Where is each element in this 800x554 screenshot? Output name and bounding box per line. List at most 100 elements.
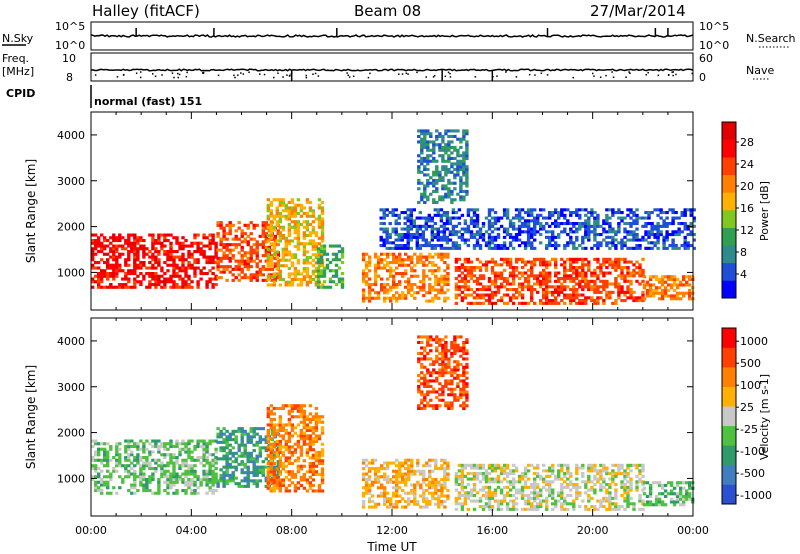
power-cell xyxy=(463,238,468,242)
power-cell xyxy=(190,252,194,256)
power-cell xyxy=(422,288,426,292)
power-cell xyxy=(314,242,319,246)
velocity-cell xyxy=(246,451,250,455)
velocity-cell xyxy=(133,456,137,460)
nave-dot xyxy=(312,73,314,75)
power-cell xyxy=(520,271,525,275)
power-cell xyxy=(214,274,218,278)
power-cell xyxy=(175,285,179,289)
power-cell xyxy=(584,235,588,239)
power-cell xyxy=(533,224,537,228)
power-cell xyxy=(290,277,295,281)
velocity-cell xyxy=(520,488,525,492)
velocity-cell xyxy=(275,448,279,452)
power-cell xyxy=(666,288,671,292)
power-cell xyxy=(590,224,594,228)
velocity-cell xyxy=(314,439,319,443)
velocity-cell xyxy=(91,478,95,482)
power-cell xyxy=(391,211,395,215)
power-cell xyxy=(422,274,426,278)
velocity-cell xyxy=(320,459,325,463)
velocity-cell xyxy=(184,480,188,484)
velocity-cell xyxy=(526,507,531,511)
velocity-cell xyxy=(386,464,390,468)
power-cell xyxy=(420,140,424,144)
power-cell xyxy=(305,266,310,270)
velocity-cell xyxy=(187,467,191,471)
power-cell xyxy=(293,228,298,232)
power-cell xyxy=(688,294,692,298)
velocity-cell xyxy=(139,439,143,443)
velocity-cell xyxy=(293,472,298,476)
velocity-cell xyxy=(190,458,194,462)
velocity-cell xyxy=(511,502,516,506)
power-cell xyxy=(475,213,480,217)
velocity-cell xyxy=(401,472,405,476)
velocity-cell xyxy=(278,428,282,432)
velocity-cell xyxy=(364,472,369,476)
velocity-cell xyxy=(240,454,244,458)
power-cell xyxy=(505,279,510,283)
power-cell xyxy=(530,235,534,239)
power-cell xyxy=(659,211,663,215)
velocity-cell xyxy=(496,480,501,484)
power-cell xyxy=(533,219,537,223)
power-cell xyxy=(287,258,292,262)
power-cell xyxy=(432,189,436,193)
power-cell xyxy=(325,258,330,262)
velocity-cell xyxy=(278,406,282,410)
power-cell xyxy=(118,283,122,287)
velocity-cell xyxy=(389,502,393,506)
power-cell xyxy=(420,159,424,163)
power-cell xyxy=(133,236,137,240)
velocity-cell xyxy=(157,483,161,487)
velocity-cell xyxy=(514,480,519,484)
power-cell xyxy=(431,263,435,267)
velocity-cell xyxy=(446,467,450,471)
velocity-cell xyxy=(526,485,531,489)
power-cell xyxy=(641,238,645,242)
power-cell xyxy=(429,192,433,196)
velocity-cell xyxy=(422,464,426,468)
velocity-cell xyxy=(100,489,104,493)
power-cell xyxy=(660,275,665,279)
power-cell xyxy=(539,224,543,228)
power-cell xyxy=(418,224,422,228)
power-cell xyxy=(669,277,674,281)
power-cell xyxy=(418,244,422,248)
power-cell xyxy=(472,224,477,228)
velocity-cell xyxy=(269,437,273,441)
velocity-cell xyxy=(314,456,319,460)
power-cell xyxy=(317,253,322,257)
power-cell xyxy=(626,222,630,226)
velocity-cell xyxy=(293,450,298,454)
velocity-cell xyxy=(219,432,223,436)
power-cell xyxy=(115,244,119,248)
velocity-cell xyxy=(278,420,282,424)
power-cell xyxy=(587,224,591,228)
velocity-cell xyxy=(299,464,304,468)
power-cell xyxy=(237,267,241,271)
velocity-cell xyxy=(278,442,282,446)
power-cell xyxy=(278,239,282,243)
power-cell xyxy=(281,277,285,281)
power-cell xyxy=(560,211,564,215)
power-cell xyxy=(420,143,424,147)
velocity-cell xyxy=(502,466,507,470)
velocity-cell xyxy=(160,464,164,468)
velocity-cell xyxy=(136,475,140,479)
power-cell xyxy=(566,244,570,248)
velocity-cell xyxy=(305,428,310,432)
power-cell xyxy=(166,258,170,262)
power-cell xyxy=(671,233,675,237)
velocity-cell xyxy=(493,494,498,498)
velocity-cell xyxy=(290,434,295,438)
power-cell xyxy=(202,266,206,270)
power-cell xyxy=(548,213,552,217)
power-cell xyxy=(626,274,630,278)
power-cell xyxy=(660,291,665,295)
power-cell xyxy=(157,241,161,245)
velocity-cell xyxy=(214,472,218,476)
power-cell xyxy=(222,232,226,236)
power-cell xyxy=(228,256,232,260)
